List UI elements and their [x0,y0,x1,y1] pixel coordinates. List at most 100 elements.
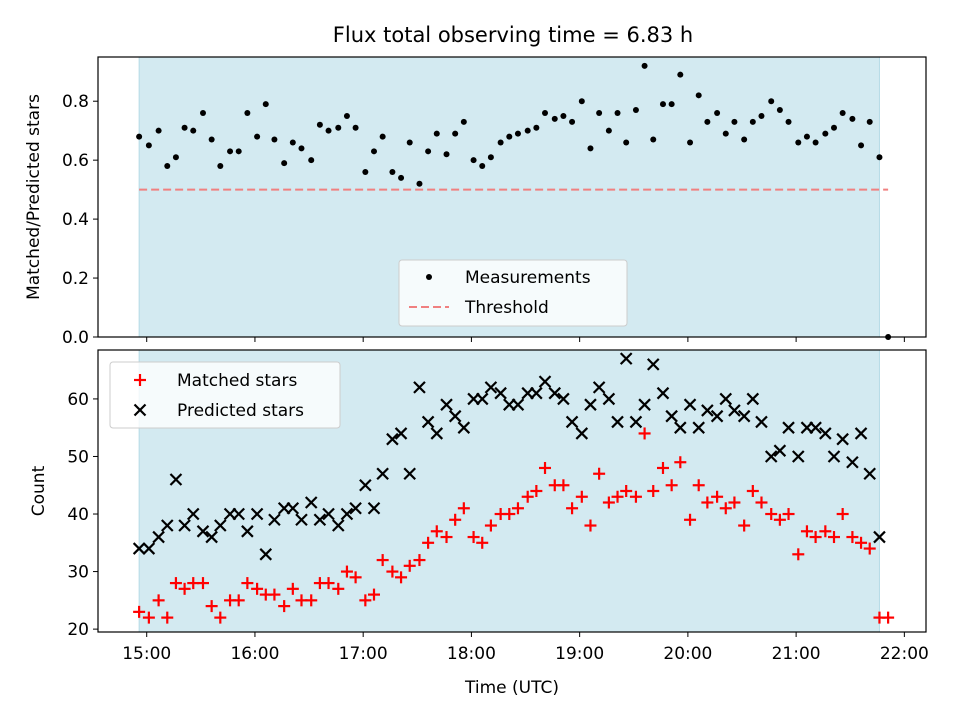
predicted-star-point-b [413,381,426,394]
matched-stars-points [133,427,895,624]
matched-star-point [584,519,597,532]
matched-star-point [241,577,254,590]
predicted-star-point [873,530,886,544]
xtick-label: 18:00 [447,644,496,664]
bottom-ytick-label: 50 [67,447,89,467]
legend-cross-b [133,403,147,417]
matched-star-point [232,594,245,607]
bottom-legend-box [109,361,341,429]
measurement-point [858,142,865,149]
matched-star-point [440,531,453,544]
predicted-star-point [132,542,146,555]
measurement-point [839,110,846,116]
bottom-y-axis-label: Count [29,465,49,516]
predicted-star-point [638,398,651,411]
predicted-star-point-b [701,404,714,417]
predicted-star-point-b [809,421,822,434]
x-axis-label: Time (UTC) [464,678,559,698]
matched-star-point [530,485,543,497]
predicted-star-point [592,381,606,394]
matched-star-point [719,502,732,515]
measurement-point [768,98,775,105]
predicted-star-point-b [584,398,597,411]
predicted-star-point-b [846,455,859,469]
measurement-point [623,139,630,146]
predicted-star-point [332,519,345,532]
predicted-star-point [457,421,471,434]
matched-star-point [376,554,389,567]
bottom-ytick-label: 60 [67,390,89,410]
predicted-star-point-b [421,415,435,429]
predicted-star-point-b [773,444,787,457]
predicted-star-point-b [205,530,218,544]
matched-star-point [611,490,624,503]
measurement-point [587,145,594,152]
xtick-label: 19:00 [555,644,604,664]
measurement-point [262,101,269,108]
predicted-star-point-b [836,432,849,446]
top-x-ticks [146,337,905,342]
predicted-star-point-b [592,381,606,394]
predicted-star-point [196,525,210,538]
matched-star-point [268,588,281,601]
top-legend: Measurements Threshold [398,259,628,327]
matched-star-point [422,536,435,549]
predicted-star-point [322,507,335,521]
predicted-star-point [728,404,741,417]
matched-star-point [476,536,489,549]
measurement-point [641,62,648,69]
top-ytick-label: 0.2 [62,269,89,289]
measurement-point [352,124,359,131]
predicted-star-point-b [692,421,705,434]
predicted-star-point [710,409,724,423]
bottom-axes-frame [97,349,927,633]
predicted-star-point [846,455,859,469]
top-axes-frame [97,56,927,338]
matched-star-point [251,582,264,595]
matched-star-point [214,611,227,624]
predicted-star-point [611,415,624,429]
measurement-point [335,124,342,131]
predicted-star-point-b [565,415,579,429]
matched-star-point [882,611,895,624]
predicted-star-point [494,386,507,400]
predicted-star-point-b [674,421,687,434]
matched-star-point [620,485,633,497]
predicted-star-point-b [169,473,183,486]
predicted-star-point-b [367,501,381,515]
predicted-star-point [304,496,318,509]
predicted-star-point [430,427,444,440]
matched-star-point [178,582,191,595]
predicted-star-point [259,548,273,561]
measurement-point [181,124,188,131]
predicted-star-point-b [575,427,589,440]
top-ytick-label: 0.0 [62,328,89,348]
predicted-star-point-b [792,450,805,463]
matched-star-point [566,502,579,515]
predicted-star-point-b [854,427,868,440]
predicted-star-point [349,501,362,515]
legend-marker-predicted-stars [133,403,147,417]
predicted-star-point [575,427,589,440]
measurement-point [452,130,459,137]
matched-star-point [593,467,606,480]
matched-star-point [205,600,218,613]
predicted-star-point-b [638,398,651,411]
measurement-point [325,127,332,134]
matched-star-point [692,479,705,492]
measurement-point [876,154,883,161]
measurement-point [695,92,702,99]
measurement-point [533,124,540,131]
predicted-star-point-b [386,432,399,446]
measurement-points [136,62,892,340]
predicted-star-point [719,392,733,406]
predicted-star-point [214,519,227,532]
matched-star-point [430,525,443,538]
predicted-star-point-b [719,392,733,406]
measurement-point [749,118,756,125]
predicted-star-point-b [132,542,146,555]
predicted-star-point-b [764,450,778,463]
xtick-label: 17:00 [339,644,388,664]
measurement-point [514,130,521,137]
